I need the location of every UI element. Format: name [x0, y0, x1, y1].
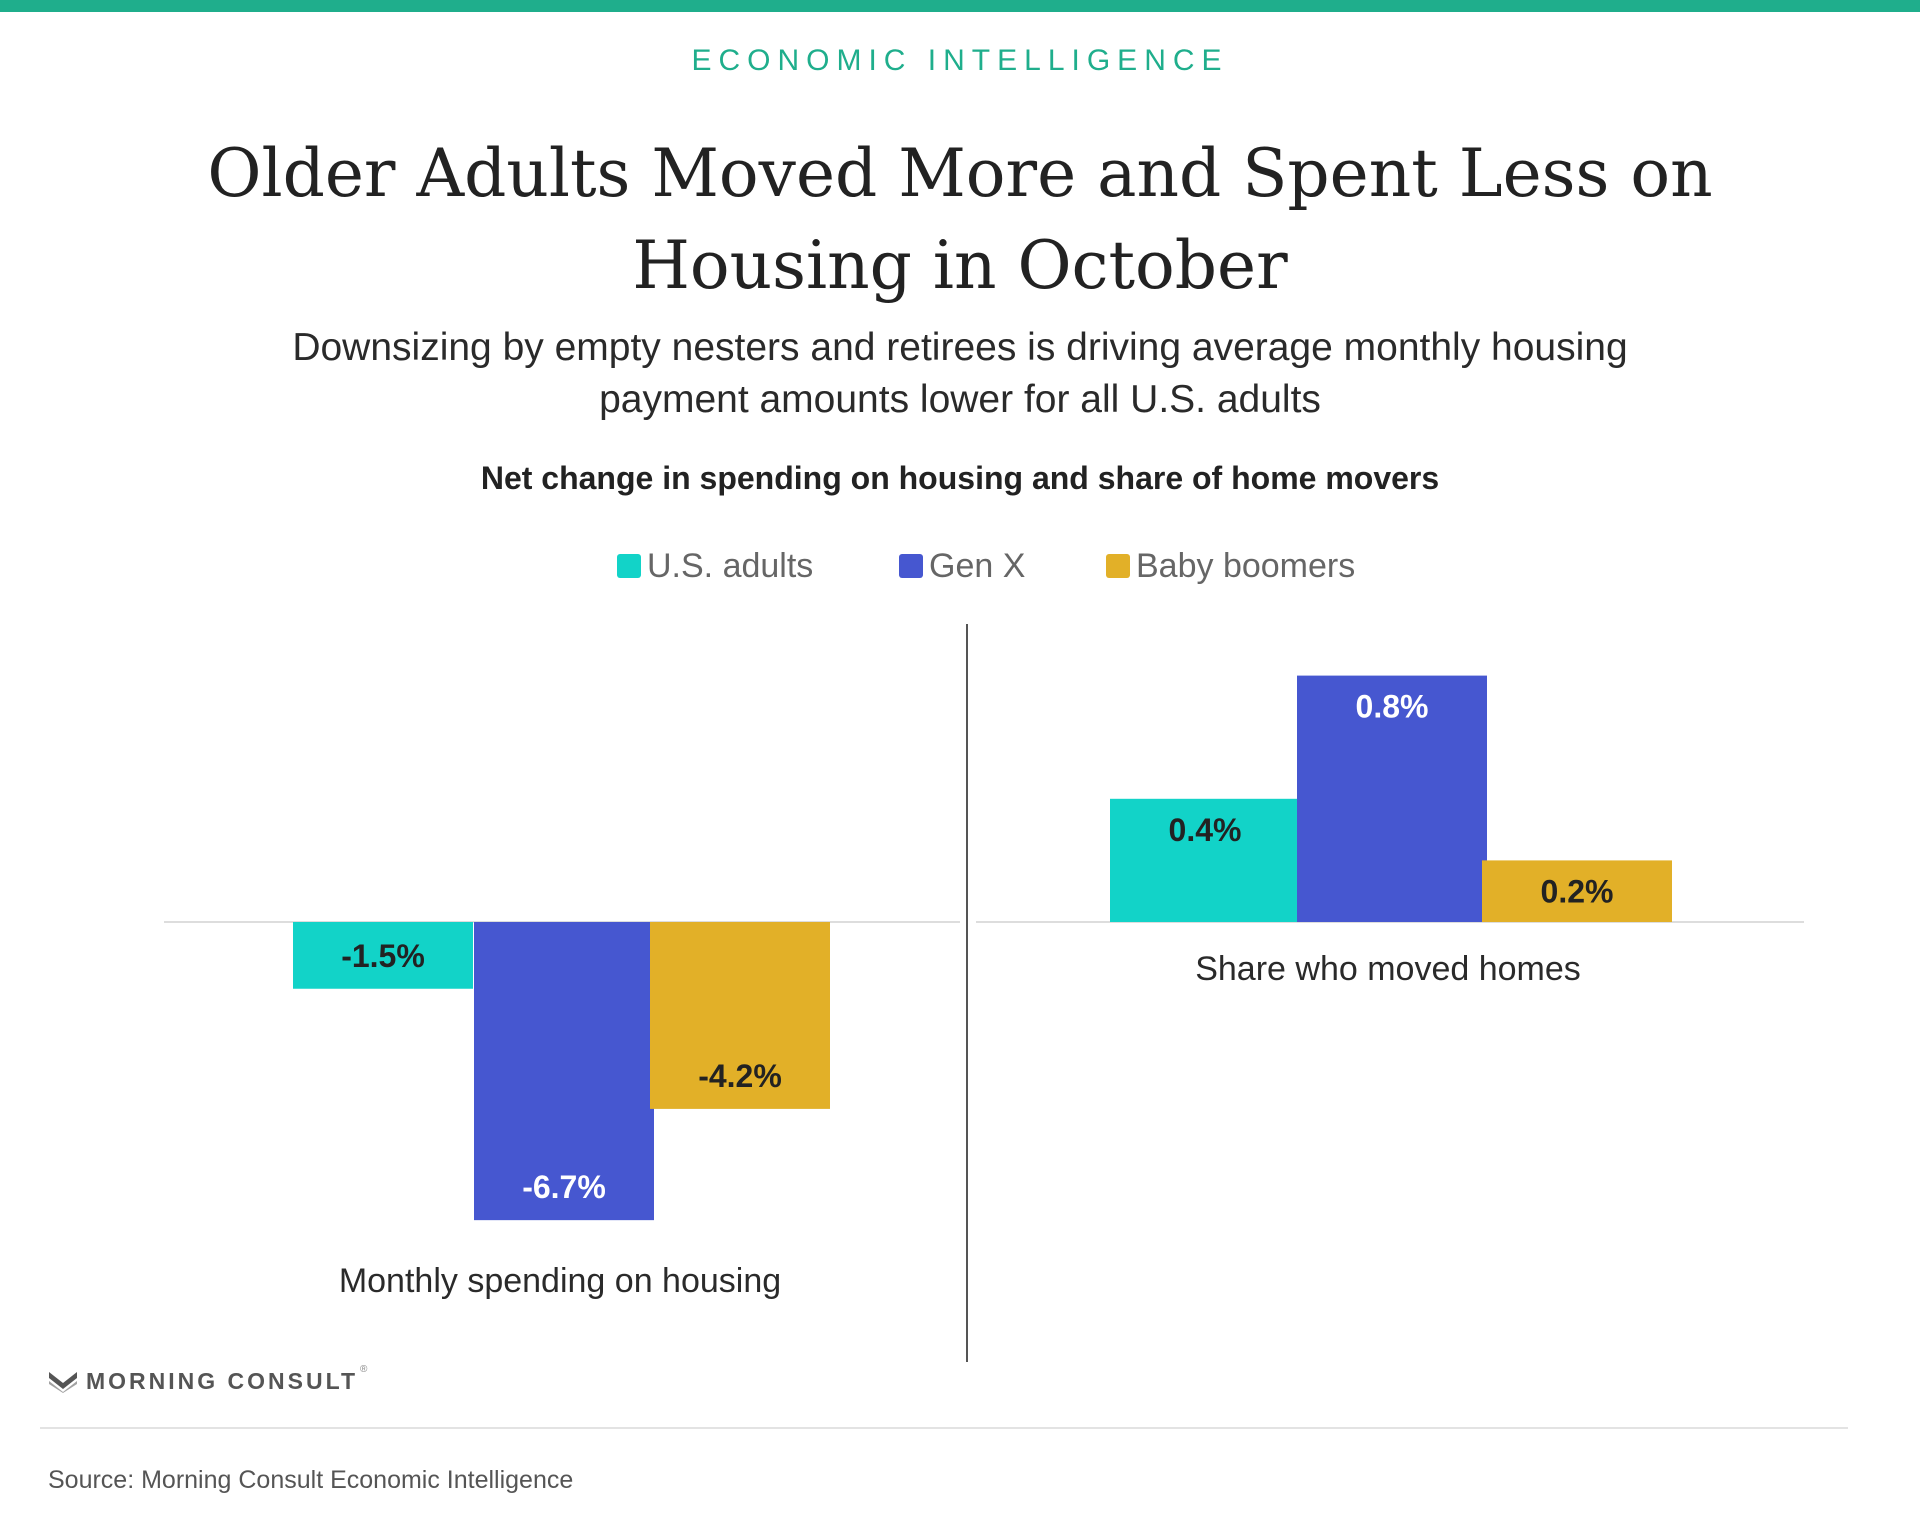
legend: U.S. adults Gen X Baby boomers — [0, 542, 1920, 590]
bar-label-movers-us-adults: 0.4% — [1169, 812, 1242, 848]
bar-movers-us-adults — [1110, 798, 1300, 922]
legend-item-gen-x: Gen X — [899, 542, 1025, 590]
morning-consult-logo: MORNING CONSULT ® — [48, 1364, 367, 1398]
legend-swatch-us-adults — [617, 554, 641, 578]
bar-spending-baby-boomers — [650, 922, 830, 1109]
legend-label-gen-x: Gen X — [929, 546, 1026, 585]
bar-spending-gen-x — [474, 922, 654, 1221]
kicker-label: ECONOMIC INTELLIGENCE — [691, 44, 1229, 77]
category-label-movers: Share who moved homes — [1195, 950, 1581, 988]
bar-label-spending-baby-boomers: -4.2% — [698, 1058, 782, 1094]
source-note: Source: Morning Consult Economic Intelli… — [48, 1466, 574, 1494]
bar-label-spending-us-adults: -1.5% — [341, 938, 425, 974]
top-accent-bar — [0, 0, 1920, 12]
bar-label-group: -1.5% -6.7% -4.2% 0.4% 0.8% 0.2% — [341, 689, 1613, 1206]
footer-divider — [40, 1427, 1848, 1429]
bar-label-movers-gen-x: 0.8% — [1356, 689, 1429, 725]
bar-movers-gen-x — [1297, 675, 1487, 922]
chart-title: Net change in spending on housing and sh… — [480, 460, 1440, 496]
legend-label-us-adults: U.S. adults — [647, 546, 814, 585]
legend-item-baby-boomers: Baby boomers — [1106, 542, 1355, 590]
legend-label-baby-boomers: Baby boomers — [1136, 546, 1356, 585]
category-label-spending: Monthly spending on housing — [339, 1262, 781, 1300]
bar-group — [293, 675, 1672, 1221]
morning-consult-mark-icon — [49, 1372, 77, 1393]
legend-swatch-gen-x — [899, 554, 923, 578]
legend-item-us-adults: U.S. adults — [617, 542, 813, 590]
logo-wordmark: MORNING CONSULT — [86, 1367, 359, 1394]
bar-label-spending-gen-x: -6.7% — [522, 1169, 606, 1205]
logo-registered-mark: ® — [360, 1364, 368, 1375]
bar-label-movers-baby-boomers: 0.2% — [1541, 873, 1614, 909]
chart-headline: Older Adults Moved More and Spent Less o… — [207, 135, 1713, 304]
bar-spending-us-adults — [293, 922, 473, 989]
chart-subtitle: Downsizing by empty nesters and retirees… — [292, 326, 1628, 421]
legend-swatch-baby-boomers — [1106, 554, 1130, 578]
bar-movers-baby-boomers — [1482, 860, 1672, 922]
